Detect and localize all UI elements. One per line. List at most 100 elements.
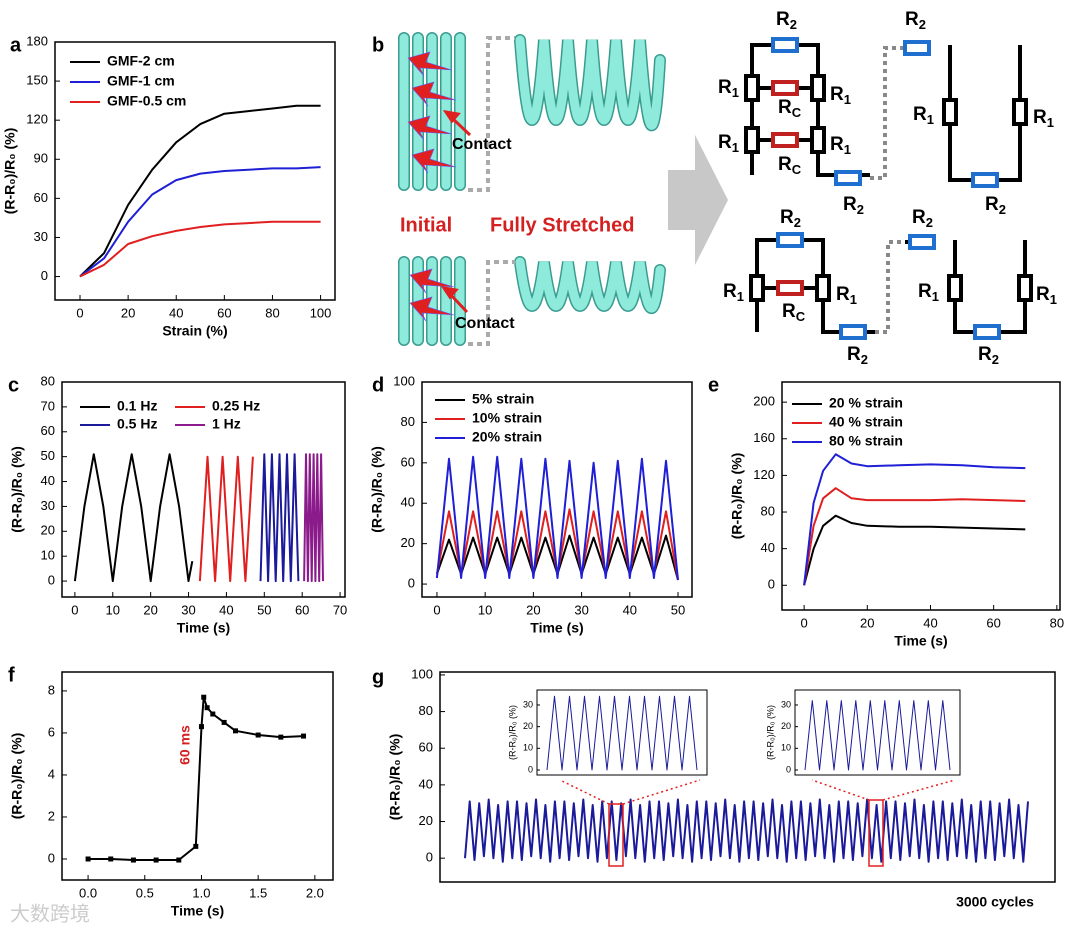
series-line — [259, 453, 300, 583]
resistor-symbol: R — [918, 281, 932, 302]
series-line — [79, 104, 321, 278]
series-line — [198, 455, 254, 583]
series-line — [803, 514, 1026, 586]
x-axis-label: Time (s) — [177, 620, 230, 636]
resistor-label: RC — [778, 97, 802, 120]
y-tick-label: 30 — [34, 229, 48, 244]
resistor-label: R1 — [913, 104, 934, 127]
resistor-subscript: 1 — [932, 289, 939, 304]
resistor-subscript: 1 — [732, 140, 739, 155]
panel-label: b — [372, 34, 384, 56]
y-axis-label: (R-R₀)/R₀ (%) — [507, 705, 517, 760]
panel-label: e — [708, 374, 719, 396]
y-tick-label: 40 — [401, 495, 415, 510]
resistor-symbol: R — [1036, 284, 1050, 305]
y-tick-label: 0 — [786, 764, 791, 774]
resistor-label: R2 — [978, 344, 999, 367]
y-axis-label: (R-R₀)/R₀ (%) — [2, 128, 18, 215]
plot-frame — [536, 689, 708, 776]
x-tick-label: 1.5 — [249, 885, 267, 900]
y-tick-label: 80 — [761, 503, 775, 518]
legend-label: 20 % strain — [829, 395, 903, 411]
x-tick-label: 30 — [181, 602, 195, 617]
legend-label: 80 % strain — [829, 433, 903, 449]
plot-frame — [794, 689, 961, 776]
resistor-symbol: R — [776, 9, 790, 30]
resistor-symbol: R — [718, 132, 732, 153]
resistor-label: R2 — [985, 194, 1006, 217]
series-line — [79, 166, 321, 278]
resistor-label: R1 — [1036, 284, 1057, 307]
resistor-subscript: 1 — [1047, 115, 1054, 130]
resistor-label: R2 — [843, 194, 864, 217]
y-tick-label: 30 — [523, 699, 533, 709]
resistor-symbol: R — [913, 104, 927, 125]
x-axis-label: Time (s) — [530, 620, 583, 636]
legend-label: 1 Hz — [212, 416, 241, 432]
y-tick-label: 4 — [48, 766, 55, 781]
x-tick-label: 0 — [800, 615, 807, 630]
y-tick-label: 10 — [781, 743, 791, 753]
x-tick-label: 10 — [106, 602, 120, 617]
resistor-symbol: R — [830, 84, 844, 105]
x-tick-label: 60 — [217, 305, 231, 320]
x-tick-label: 10 — [478, 602, 492, 617]
resistor-subscript: 2 — [794, 215, 801, 230]
y-tick-label: 70 — [41, 398, 55, 413]
x-tick-label: 80 — [1050, 615, 1064, 630]
x-tick-label: 70 — [333, 602, 347, 617]
contact-label: Contact — [452, 136, 512, 153]
resistor-subscript: 2 — [999, 202, 1006, 217]
annotation: 60 ms — [177, 725, 193, 765]
y-tick-label: 40 — [419, 776, 433, 791]
y-tick-label: 30 — [781, 699, 791, 709]
y-tick-label: 10 — [41, 548, 55, 563]
y-tick-label: 2 — [48, 808, 55, 823]
x-tick-label: 20 — [121, 305, 135, 320]
series-line — [435, 455, 679, 581]
x-tick-label: 0 — [76, 305, 83, 320]
resistor-label: RC — [778, 154, 802, 177]
y-axis-label: (R-R₀)/R₀ (%) — [369, 446, 385, 533]
marker — [85, 856, 91, 862]
legend-label: 0.1 Hz — [117, 398, 157, 414]
series-line — [73, 453, 194, 583]
circuit — [744, 37, 1033, 340]
watermark: 大数跨境 — [10, 902, 90, 925]
y-tick-label: 90 — [34, 151, 48, 166]
resistor-subscript: C — [792, 162, 802, 177]
plot-frame — [54, 41, 336, 301]
x-tick-label: 50 — [257, 602, 271, 617]
panel-label: g — [372, 666, 384, 688]
y-tick-label: 40 — [41, 473, 55, 488]
resistor-subscript: 2 — [790, 17, 797, 32]
resistor-label: R1 — [723, 281, 744, 304]
y-tick-label: 0 — [408, 576, 415, 591]
legend-label: GMF-2 cm — [107, 53, 175, 69]
resistor-subscript: 1 — [737, 289, 744, 304]
x-tick-label: 60 — [986, 615, 1000, 630]
resistor-symbol: R — [843, 194, 857, 215]
legend-label: GMF-0.5 cm — [107, 93, 186, 109]
y-axis-label: (R-R₀)/R₀ (%) — [9, 733, 25, 820]
x-tick-label: 40 — [219, 602, 233, 617]
resistor-subscript: 1 — [1050, 292, 1057, 307]
annotation: 3000 cycles — [956, 894, 1034, 910]
y-tick-label: 20 — [523, 721, 533, 731]
legend-label: 40 % strain — [829, 414, 903, 430]
contact-label: Contact — [455, 315, 515, 332]
plot-frame — [781, 381, 1061, 611]
legend-label: 0.5 Hz — [117, 416, 157, 432]
resistor-subscript: 1 — [844, 142, 851, 157]
y-axis-label: (R-R₀)/R₀ (%) — [729, 453, 745, 540]
legend-label: 5% strain — [472, 391, 534, 407]
zoom-box — [608, 803, 624, 867]
y-tick-label: 80 — [401, 414, 415, 429]
y-tick-label: 150 — [26, 73, 48, 88]
x-tick-label: 1.0 — [192, 885, 210, 900]
resistor-label: R1 — [1033, 107, 1054, 130]
resistor-label: R1 — [718, 132, 739, 155]
resistor-label: R1 — [830, 134, 851, 157]
contact-arrow — [440, 109, 472, 314]
y-tick-label: 40 — [761, 540, 775, 555]
